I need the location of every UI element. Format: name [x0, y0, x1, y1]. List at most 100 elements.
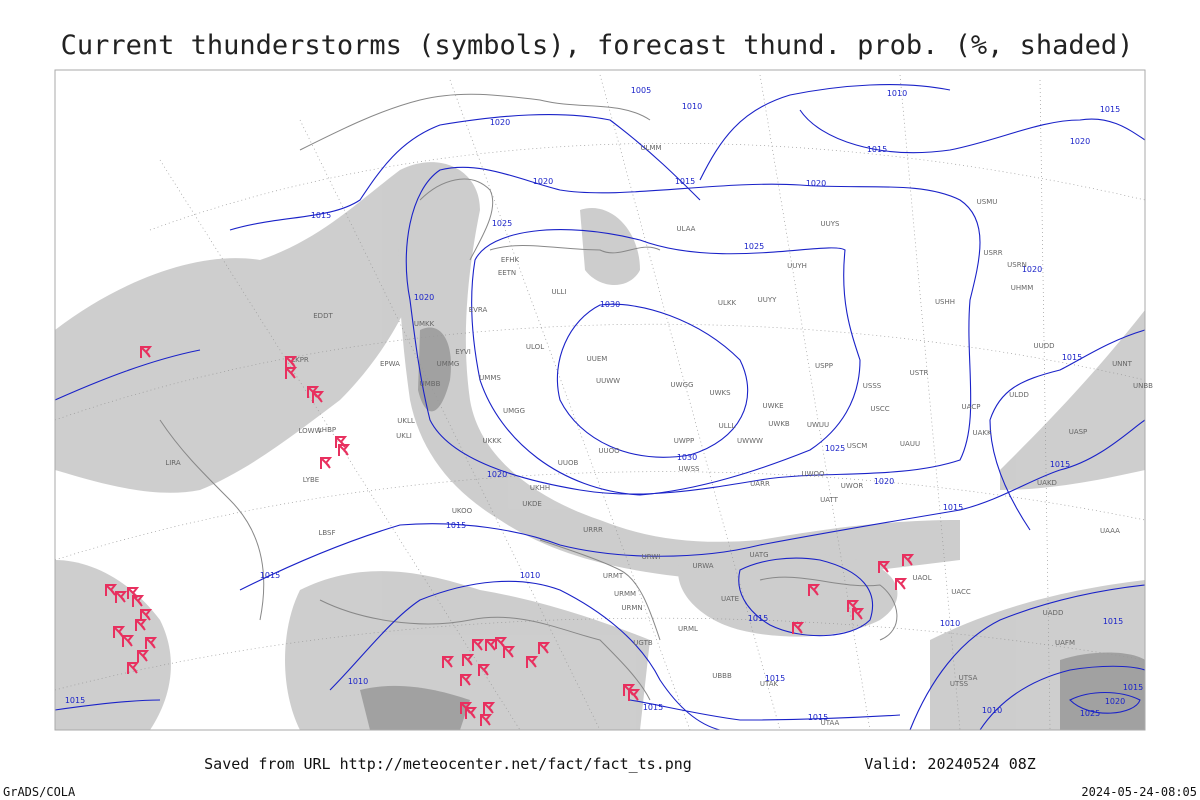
isobar-label: 1005 — [631, 86, 651, 95]
station-code: UTSA — [959, 674, 978, 682]
station-code: UKOO — [452, 507, 473, 515]
station-code: UWKE — [762, 402, 783, 410]
station-code: ULDD — [1009, 391, 1029, 399]
station-code: URMM — [614, 590, 636, 598]
thunderstorm-symbol — [135, 619, 148, 631]
thunderstorm-symbol — [140, 609, 153, 621]
station-code: LIRA — [165, 459, 181, 467]
station-code: UATG — [749, 551, 768, 559]
station-code: UMMG — [437, 360, 460, 368]
thunderstorm-symbol — [847, 600, 860, 612]
thunderstorm-symbol — [472, 639, 485, 651]
station-code: UKHH — [530, 484, 550, 492]
station-code: URMN — [621, 604, 642, 612]
station-code: EDDT — [313, 312, 333, 320]
thunderstorm-symbol — [462, 654, 475, 666]
station-code: UTSS — [950, 680, 969, 688]
station-code: UWSS — [679, 465, 700, 473]
isobar-label: 1020 — [1105, 697, 1125, 706]
station-code: UAOL — [912, 574, 931, 582]
station-code: UUYH — [787, 262, 807, 270]
isobar-label: 1015 — [748, 614, 768, 623]
station-code: UHMM — [1011, 284, 1033, 292]
graticule — [54, 74, 1146, 731]
station-code: UMGG — [503, 407, 525, 415]
thunderstorm-symbol — [137, 650, 150, 662]
isobar-label: 1020 — [874, 477, 894, 486]
valid-time: Valid: 20240524 08Z — [864, 755, 1036, 773]
station-code: URWA — [692, 562, 713, 570]
isobar-label: 1030 — [677, 453, 697, 462]
title-band — [0, 0, 1200, 66]
isobar-label: 1010 — [348, 677, 368, 686]
probability-shading — [55, 162, 1145, 730]
source-url: Saved from URL http://meteocenter.net/fa… — [204, 755, 692, 773]
station-code: UAKK — [972, 429, 992, 437]
station-code: UKKK — [483, 437, 502, 445]
isobar-label: 1015 — [260, 571, 280, 580]
isobar-label: 1030 — [600, 300, 620, 309]
thunderstorm-symbol — [115, 591, 128, 603]
station-code: USHH — [935, 298, 955, 306]
thunderstorm-symbols — [105, 346, 915, 726]
isobar-label: 1015 — [808, 713, 828, 722]
station-code: UWPP — [674, 437, 695, 445]
thunderstorm-symbol — [465, 707, 478, 719]
station-code: UUOB — [558, 459, 579, 467]
isobar-label: 1010 — [887, 89, 907, 98]
isobar-label: 1015 — [675, 177, 695, 186]
isobar-label: 1015 — [311, 211, 331, 220]
station-code: LKPR — [291, 356, 309, 364]
station-code: UADD — [1043, 609, 1064, 617]
station-code: EETN — [498, 269, 516, 277]
thunderstorm-symbol — [878, 561, 891, 573]
thunderstorm-symbol — [122, 635, 135, 647]
station-code: UWOO — [801, 470, 825, 478]
thunderstorm-symbol — [127, 662, 140, 674]
thunderstorm-symbol — [852, 608, 865, 620]
isobar-label: 1010 — [520, 571, 540, 580]
station-code: UBBB — [712, 672, 732, 680]
station-code: LHBP — [318, 426, 336, 434]
isobar-label: 1025 — [825, 444, 845, 453]
isobar-label: 1025 — [492, 219, 512, 228]
probability-shading-dark — [360, 327, 1145, 730]
station-code: ULAA — [677, 225, 696, 233]
isobar-label: 1015 — [765, 674, 785, 683]
station-code: UWGG — [671, 381, 694, 389]
thunderstorm-symbol — [895, 578, 908, 590]
station-code: UAFM — [1055, 639, 1075, 647]
station-code: UWWW — [737, 437, 763, 445]
thunderstorm-symbol — [132, 595, 145, 607]
station-code: UUYY — [758, 296, 778, 304]
thunderstorm-symbol — [285, 356, 298, 368]
thunderstorm-symbol — [285, 367, 298, 379]
station-code: USPP — [815, 362, 833, 370]
station-code: UUDD — [1033, 342, 1054, 350]
credit: GrADS/COLA — [3, 785, 76, 799]
station-code: UUOO — [598, 447, 620, 455]
station-code: USTR — [910, 369, 929, 377]
station-code: USCC — [870, 405, 889, 413]
station-code: EFHK — [501, 256, 520, 264]
station-code: URMT — [603, 572, 624, 580]
isobar-label: 1015 — [867, 145, 887, 154]
isobar-label: 1015 — [1050, 460, 1070, 469]
station-code: UWKS — [709, 389, 731, 397]
station-code: USMU — [977, 198, 998, 206]
station-code: ULKK — [718, 299, 737, 307]
station-code: USRR — [983, 249, 1002, 257]
thunderstorm-symbol — [792, 622, 805, 634]
thunderstorm-symbol — [478, 664, 491, 676]
isobar-label: 1020 — [490, 118, 510, 127]
station-code: USSS — [863, 382, 882, 390]
thunderstorm-symbol — [526, 656, 539, 668]
station-code: UTAK — [760, 680, 779, 688]
isobar-label: 1025 — [744, 242, 764, 251]
isobar-label: 1020 — [1070, 137, 1090, 146]
timestamp: 2024-05-24-08:05 — [1081, 785, 1197, 799]
isobar-label: 1015 — [446, 521, 466, 530]
station-code: UUEM — [587, 355, 608, 363]
station-code: UAUU — [900, 440, 920, 448]
station-code: UAKD — [1037, 479, 1057, 487]
